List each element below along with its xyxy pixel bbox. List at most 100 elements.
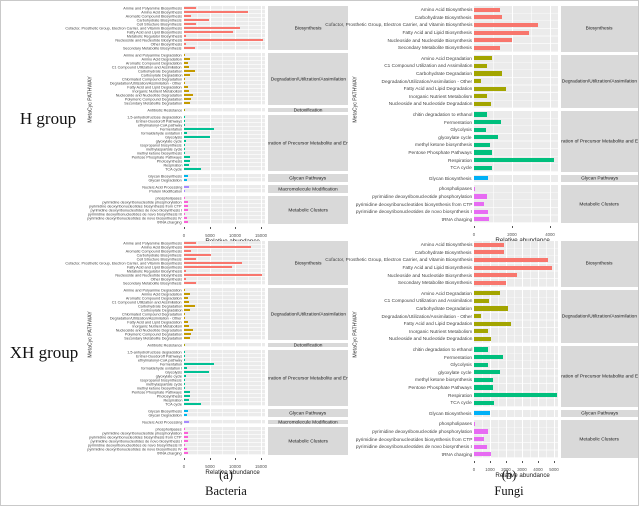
major-gridline [209,185,211,193]
category-labels: Amine and Polyamine Degradation Amino Aci… [96,53,184,105]
x-tick-mark [209,458,211,460]
category-label: Fatty Acid and Lipid Biosynthesis [96,30,184,34]
category-label-text: Metabolic Regulator Biosynthesis [126,268,182,274]
bar [474,385,493,390]
category-labels: Amine and Polyamine Biosynthesis Amino Ac… [65,6,184,50]
x-tick-mark [549,226,551,229]
minor-gridline [482,289,483,343]
bar [184,46,196,50]
facet-biosynthesis: Amino Acid Biosynthesis Carbohydrate Bios… [325,241,638,287]
category-label: Pentose Phosphate Pathways [341,384,474,392]
facet-plot-area [184,185,265,193]
category-labels: Nucleic Acid Processing [96,420,184,424]
minor-gridline [222,420,224,424]
x-tick-label-text: 4000 [544,232,555,237]
bar [474,30,529,35]
category-label: TCA cycle [341,399,474,407]
minor-gridline [222,288,224,340]
category-label-text: Respiration [447,157,472,163]
bar [184,447,188,451]
minor-gridline [530,345,531,407]
category-labels: Antibiotic Resistance [96,108,184,112]
category-labels: Glycan Biosynthesis Glycan Degradation [96,409,184,417]
major-gridline [209,288,211,340]
facet-plot-area [184,108,265,112]
category-label: Polymeric Compound Degradation [96,332,184,336]
category-label: Entner-Duodoroff Pathways [96,354,184,358]
category-label: phospholipases [96,427,184,431]
category-label: Respiration [96,163,184,167]
category-label: Glycolysis [341,361,474,369]
category-label-text: Cofactor, Prosthetic Group, Electron Car… [65,25,182,31]
category-label: Pentose Phosphate Pathways [96,390,184,394]
bar [474,321,511,326]
facet-strip-label: Metabolic Clusters [288,438,328,444]
major-gridline [522,289,523,343]
minor-gridline [492,185,494,224]
minor-gridline [492,54,494,108]
category-label: Carbohydrate Degradation [341,70,474,78]
minor-gridline [546,241,547,287]
minor-gridline [530,241,531,287]
category-label: Glycan Biosynthesis [341,175,474,183]
category-label-text: Aromatic Compound Biosynthesis [125,248,182,254]
category-label: Aromatic Compound Biosynthesis [96,14,184,18]
category-label-text: Glycolysis [165,134,182,140]
caption-b-name: Fungi [494,484,524,498]
category-label: Entner-Duodoroff Pathways [96,119,184,123]
minor-gridline [248,427,250,455]
category-label: chitin degradation to ethanol [341,111,474,119]
major-gridline [554,420,555,459]
bar [184,220,189,224]
bar [184,73,190,77]
major-gridline [235,343,237,347]
major-gridline [260,350,262,406]
minor-gridline [196,185,198,193]
facet-strip-label: Biosynthesis [294,25,322,31]
category-label-text: methyl ketone biosynthesis [136,150,182,156]
category-label: Amino Acid Degradation [96,57,184,61]
bar [184,53,186,57]
category-labels: Amine and Polyamine Biosynthesis Amino Ac… [65,241,184,285]
category-label: Nucleoside and Nucleotide Biosynthesis [341,271,474,279]
category-label: TCA cycle [96,402,184,406]
category-label-text: pyrimidine deoxyribonucleotides biosynth… [355,436,472,442]
category-label: Amino Acid Degradation [96,292,184,296]
bar [474,370,500,375]
minor-gridline [482,345,483,407]
category-label: Photosynthesis [96,394,184,398]
bar [184,115,185,119]
category-label-text: Pentose Phosphate Pathways [131,389,182,395]
category-label-text: glyoxylate cycle [438,369,472,376]
facet-strip-label: Degradation/Utilization/Assimilation [270,76,346,82]
bar [184,108,186,112]
bar [184,185,189,189]
caption-a-letter: (a) [219,468,233,482]
category-label: Cofactor, Prosthetic Group, Electron Car… [65,26,184,30]
bar [184,69,196,73]
major-gridline [522,420,523,459]
category-label-text: glyoxylate cycle [155,138,182,144]
facet-plot-area [474,54,558,108]
major-gridline [260,288,262,340]
facet-strip-label: Glycan Pathways [289,410,327,416]
major-gridline [260,420,262,424]
bar [184,18,210,22]
bar [184,394,190,398]
major-gridline [506,241,507,287]
category-label: Cofactor, Prosthetic Group, Electron Car… [325,21,474,29]
x-tick-label: 2000 [502,227,522,245]
bar [474,257,549,263]
category-label-text: chitin degradation to ethanol [412,111,472,118]
major-gridline [235,350,237,406]
facet-strip: Metabolic Clusters [561,420,638,459]
major-gridline [538,241,539,287]
facet-plot-area [474,6,558,52]
category-label: Amine and Polyamine Biosynthesis [96,6,184,10]
category-label: Inorganic Nutrient Metabolism [96,324,184,328]
x-axis: 0 1000 2000 3000 4000 5000 Relative abundance [473,461,559,479]
major-gridline [209,409,211,417]
category-label: Amino Acid Degradation [341,55,474,63]
category-label: C1 Compound Utilization and Assimilation [96,300,184,304]
facet-plot-area [184,241,265,285]
